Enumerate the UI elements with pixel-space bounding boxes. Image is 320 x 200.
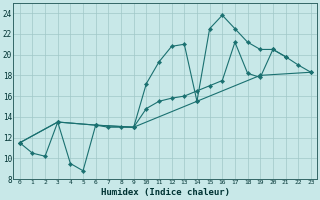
X-axis label: Humidex (Indice chaleur): Humidex (Indice chaleur) <box>101 188 230 197</box>
